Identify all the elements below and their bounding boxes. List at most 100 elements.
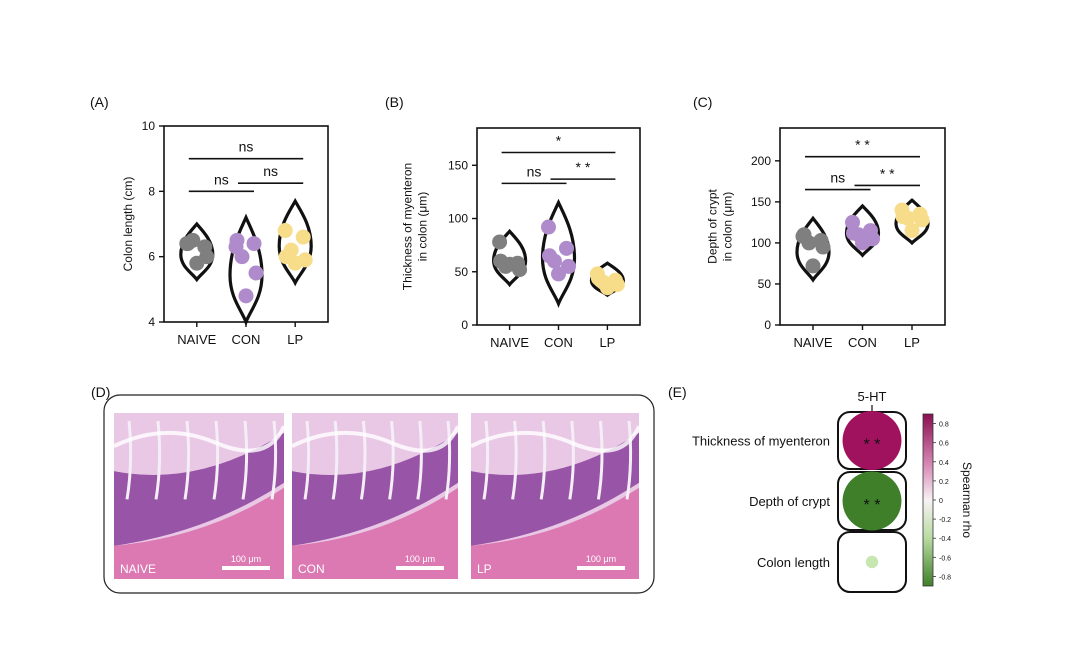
correlation-dot — [842, 471, 902, 531]
histology-image-con: CON 100 μm — [291, 413, 460, 579]
violin-panel-2: (C) 0 50 100 150 200 Depth of crypt in colon (μ… — [693, 94, 946, 350]
data-point — [815, 239, 831, 255]
y-axis-title-line: Thickness of myenteron — [401, 163, 415, 290]
x-tick-label: LP — [599, 335, 615, 350]
significance-label: * — [556, 132, 562, 148]
muscle-layer — [471, 487, 639, 579]
x-tick-label: NAIVE — [490, 335, 529, 350]
x-tick-label: CON — [544, 335, 573, 350]
crypt-lumen — [359, 420, 367, 500]
data-point — [904, 223, 920, 239]
y-axis-title-line: Depth of crypt — [706, 188, 720, 263]
colorbar-label: Spearman rho — [960, 462, 974, 538]
y-axis-title: Colon length (cm) — [121, 177, 135, 272]
x-tick-label: LP — [904, 335, 920, 350]
crypt-lumen — [154, 420, 162, 500]
significance-label: ns — [263, 163, 278, 179]
colorbar-tick-label: -0.6 — [939, 555, 951, 562]
panel-label: (D) — [91, 384, 110, 400]
y-tick-label: 8 — [148, 184, 155, 198]
significance-label: * * — [576, 159, 591, 175]
data-point — [248, 265, 264, 281]
significance-label: ns — [830, 170, 845, 186]
histology-group-label: CON — [298, 562, 325, 576]
heatmap-row-label: Thickness of myenteron — [692, 434, 830, 449]
lumen-edge — [470, 425, 641, 453]
data-point — [542, 248, 557, 264]
histology-panel: (D) NAIVE 100 μm CON 100 μm LP 100 μm — [91, 384, 655, 594]
y-axis-title-line: in colon (μm) — [721, 192, 735, 262]
y-tick-label: 10 — [142, 119, 156, 133]
y-tick-label: 100 — [448, 212, 468, 226]
panel-label: (B) — [385, 94, 404, 110]
violin-con — [228, 213, 264, 327]
data-point — [551, 266, 566, 282]
crypt-lumen — [444, 420, 452, 500]
data-point — [846, 225, 861, 241]
data-point — [914, 212, 930, 228]
significance-stars: * * — [864, 497, 881, 514]
colorbar-tick-label: -0.4 — [939, 536, 951, 543]
scale-bar-label: 100 μm — [586, 554, 616, 564]
axis-frame — [476, 127, 641, 326]
data-point — [234, 249, 250, 265]
histology-group-label: LP — [477, 562, 492, 576]
mucosa-layer — [292, 432, 458, 546]
crypt-lumen — [241, 420, 249, 500]
y-tick-label: 6 — [148, 250, 155, 264]
colorbar-tick-label: 0.2 — [939, 479, 949, 486]
significance-label: ns — [239, 139, 254, 155]
x-tick-label: NAIVE — [177, 332, 216, 347]
data-point — [229, 232, 245, 248]
scale-bar-label: 100 μm — [405, 554, 435, 564]
muscle-layer — [292, 487, 458, 579]
data-point — [295, 229, 311, 245]
data-point — [238, 288, 254, 304]
crypt-lumen — [212, 420, 220, 500]
panel-label: (C) — [693, 94, 712, 110]
crypt-lumen — [183, 420, 191, 500]
colorbar-tick-label: 0.8 — [939, 422, 949, 429]
heatmap-panel: (E) 5-HT * * Thickness of myenteron * * Depth… — [668, 384, 974, 593]
y-axis-title: Thickness of myenteron in colon (μm) — [401, 163, 430, 290]
crypt-lumen — [125, 420, 133, 500]
data-point — [855, 235, 870, 251]
data-point — [541, 219, 556, 235]
panel-label: (E) — [668, 384, 687, 400]
y-tick-label: 200 — [751, 154, 771, 168]
data-point — [796, 227, 812, 243]
data-point — [180, 236, 196, 252]
y-tick-label: 0 — [764, 318, 771, 332]
significance-label: ns — [527, 163, 542, 179]
mucosa-layer — [471, 432, 639, 546]
crypt-lumen — [416, 420, 423, 500]
data-point — [492, 234, 508, 250]
y-tick-label: 150 — [751, 195, 771, 209]
colorbar-tick-label: 0 — [939, 498, 943, 505]
colorbar-tick-label: 0.4 — [939, 460, 949, 467]
data-point — [895, 209, 911, 225]
crypt-lumen — [539, 420, 547, 500]
y-axis-title-line: in colon (μm) — [416, 192, 430, 262]
histology-image-lp: LP 100 μm — [470, 413, 641, 579]
y-tick-label: 100 — [751, 236, 771, 250]
histology-image-naive: NAIVE 100 μm — [113, 413, 286, 579]
crypt-lumen — [625, 420, 633, 500]
data-point — [278, 249, 294, 265]
x-tick-label: NAIVE — [793, 335, 832, 350]
significance-label: ns — [214, 171, 229, 187]
data-point — [559, 240, 574, 256]
mucosa-layer — [114, 432, 284, 546]
y-tick-label: 0 — [461, 318, 468, 332]
colorbar-tick-label: 0.6 — [939, 441, 949, 448]
violin-naive — [491, 228, 528, 288]
colorbar-tick-label: -0.8 — [939, 574, 951, 581]
muscle-layer — [114, 487, 284, 579]
x-tick-label: CON — [848, 335, 877, 350]
violin-panel-1: (B) 0 50 100 150 Thickness of myenteron in col… — [385, 94, 641, 350]
histology-group-label: NAIVE — [120, 562, 156, 576]
crypt-lumen — [303, 420, 311, 500]
y-tick-label: 50 — [455, 265, 469, 279]
scale-bar — [222, 566, 270, 570]
